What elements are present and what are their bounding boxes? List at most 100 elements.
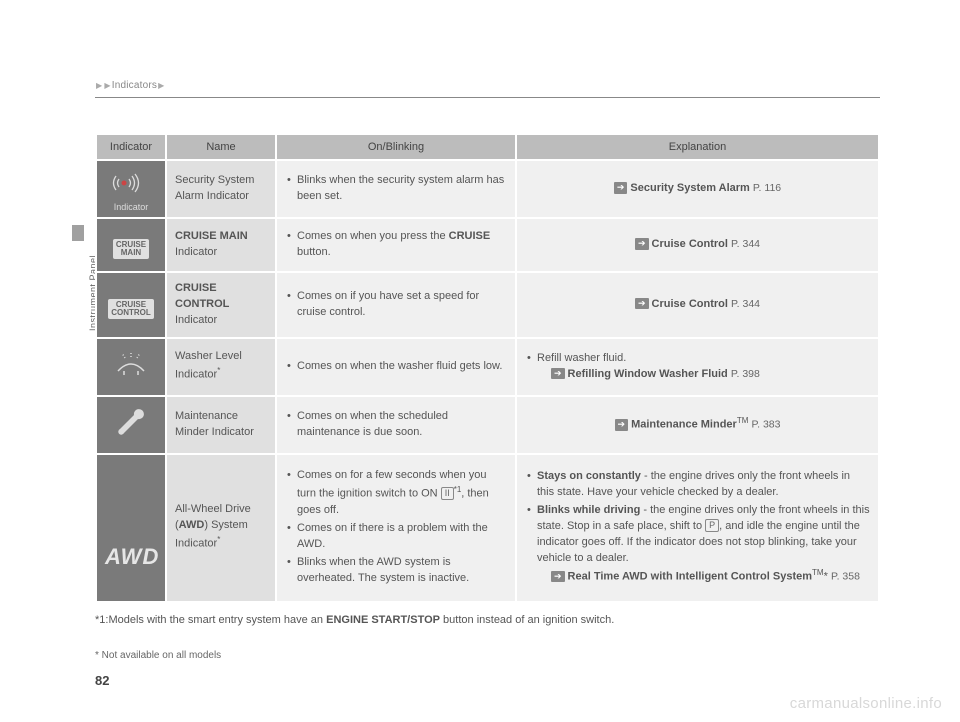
breadcrumb-text: Indicators xyxy=(112,80,157,91)
on-item: Blinks when the security system alarm ha… xyxy=(285,173,507,205)
explanation-cell: ➔Cruise Control P. 344 xyxy=(516,218,879,272)
ref-page: P. 358 xyxy=(831,571,860,583)
cruise-badge-line: CONTROL xyxy=(111,308,151,317)
footnote-text: button instead of an ignition switch. xyxy=(440,614,614,626)
indicator-name: CRUISE CONTROL Indicator xyxy=(166,272,276,338)
ref-page: P. 398 xyxy=(731,368,760,380)
tm-mark: TM xyxy=(812,568,824,577)
ref-arrow-icon: ➔ xyxy=(551,571,565,583)
footnote-bold: ENGINE START/STOP xyxy=(326,614,440,626)
exp-item: Refill washer fluid. ➔Refilling Window W… xyxy=(525,351,870,383)
on-blinking-cell: Comes on when the scheduled maintenance … xyxy=(276,396,516,454)
th-indicator: Indicator xyxy=(96,134,166,160)
footnote-star: * xyxy=(217,535,220,544)
on-blinking-cell: Blinks when the security system alarm ha… xyxy=(276,160,516,218)
indicator-icon-cell xyxy=(96,396,166,454)
indicators-table: Indicator Name On/Blinking Explanation xyxy=(95,133,880,603)
on-item: Comes on for a few seconds when you turn… xyxy=(285,468,507,518)
wrench-icon xyxy=(106,405,156,439)
on-bold: CRUISE xyxy=(449,230,491,242)
exp-bold: Blinks while driving xyxy=(537,504,640,516)
tm-mark: TM xyxy=(737,416,749,425)
name-bold: CRUISE CONTROL xyxy=(175,282,229,310)
table-row: Washer Level Indicator* Comes on when th… xyxy=(96,338,879,396)
ref-title: Security System Alarm xyxy=(630,182,749,194)
on-item: Comes on if you have set a speed for cru… xyxy=(285,289,507,321)
ref-arrow-icon: ➔ xyxy=(551,368,565,380)
indicator-name: Maintenance Minder Indicator xyxy=(166,396,276,454)
ref-title: Cruise Control xyxy=(652,298,728,310)
on-text: Comes on when you press the xyxy=(297,230,449,242)
name-bold: AWD xyxy=(179,519,205,531)
exp-text: Refill washer fluid. xyxy=(537,352,626,364)
table-row: Maintenance Minder Indicator Comes on wh… xyxy=(96,396,879,454)
on-blinking-cell: Comes on if you have set a speed for cru… xyxy=(276,272,516,338)
table-row: Indicator Security System Alarm Indicato… xyxy=(96,160,879,218)
explanation-cell: ➔Maintenance MinderTM P. 383 xyxy=(516,396,879,454)
ref-page: P. 344 xyxy=(731,238,760,250)
ref-star: * xyxy=(824,571,828,583)
indicator-icon-cell: CRUISE MAIN xyxy=(96,218,166,272)
header-rule xyxy=(95,97,880,98)
ref-title: Real Time AWD with Intelligent Control S… xyxy=(568,571,812,583)
breadcrumb: ▶▶Indicators▶ xyxy=(95,80,880,91)
th-name: Name xyxy=(166,134,276,160)
ref-arrow-icon: ➔ xyxy=(615,419,629,431)
on-blinking-cell: Comes on for a few seconds when you turn… xyxy=(276,454,516,602)
ref-title: Maintenance Minder xyxy=(631,419,737,431)
ref-arrow-icon: ➔ xyxy=(635,298,649,310)
indicator-icon-cell: Indicator xyxy=(96,160,166,218)
ref-title: Refilling Window Washer Fluid xyxy=(568,368,728,380)
indicator-name: All-Wheel Drive (AWD) System Indicator* xyxy=(166,454,276,602)
indicator-name: Security System Alarm Indicator xyxy=(166,160,276,218)
ref-title: Cruise Control xyxy=(652,238,728,250)
cruise-main-icon: CRUISE MAIN xyxy=(113,239,149,260)
watermark: carmanualsonline.info xyxy=(790,695,942,712)
explanation-cell: Refill washer fluid. ➔Refilling Window W… xyxy=(516,338,879,396)
indicator-name: CRUISE MAIN Indicator xyxy=(166,218,276,272)
name-text: Washer Level Indicator xyxy=(175,350,242,381)
breadcrumb-caret-icon: ▶ xyxy=(96,81,102,90)
on-item: Comes on when the scheduled maintenance … xyxy=(285,409,507,441)
exp-bold: Stays on constantly xyxy=(537,470,641,482)
security-alarm-icon xyxy=(106,169,156,203)
breadcrumb-caret-icon: ▶ xyxy=(158,81,164,90)
footnote-1: *1:Models with the smart entry system ha… xyxy=(95,613,880,628)
indicator-icon-cell: AWD xyxy=(96,454,166,602)
explanation-cell: ➔Security System Alarm P. 116 xyxy=(516,160,879,218)
footnote-text: *1:Models with the smart entry system ha… xyxy=(95,614,326,626)
on-item: Comes on when you press the CRUISE butto… xyxy=(285,229,507,261)
exp-item: Stays on constantly - the engine drives … xyxy=(525,469,870,501)
on-item: Comes on when the washer fluid gets low. xyxy=(285,359,507,375)
on-blinking-cell: Comes on when you press the CRUISE butto… xyxy=(276,218,516,272)
on-text: button. xyxy=(297,246,331,258)
on-item: Blinks when the AWD system is overheated… xyxy=(285,555,507,587)
table-row: CRUISE CONTROL CRUISE CONTROL Indicator … xyxy=(96,272,879,338)
cruise-badge-line: MAIN xyxy=(121,248,141,257)
explanation-cell: ➔Cruise Control P. 344 xyxy=(516,272,879,338)
key-p: P xyxy=(705,519,719,532)
ref-page: P. 383 xyxy=(751,419,780,431)
footnote-2: * Not available on all models xyxy=(95,650,880,661)
explanation-cell: Stays on constantly - the engine drives … xyxy=(516,454,879,602)
ref-page: P. 344 xyxy=(731,298,760,310)
key-ii: II xyxy=(441,487,454,500)
breadcrumb-caret-icon: ▶ xyxy=(104,81,110,90)
indicator-name: Washer Level Indicator* xyxy=(166,338,276,396)
indicator-caption: Indicator xyxy=(97,201,165,214)
cruise-control-icon: CRUISE CONTROL xyxy=(108,299,154,320)
name-rest: Indicator xyxy=(175,314,217,326)
name-rest: Indicator xyxy=(175,246,217,258)
page-number: 82 xyxy=(95,673,109,688)
th-on: On/Blinking xyxy=(276,134,516,160)
washer-level-icon xyxy=(106,347,156,381)
awd-icon: AWD xyxy=(105,483,159,573)
side-tab xyxy=(72,225,84,241)
indicator-icon-cell xyxy=(96,338,166,396)
on-blinking-cell: Comes on when the washer fluid gets low. xyxy=(276,338,516,396)
page-content: ▶▶Indicators▶ Indicator Name On/Blinking… xyxy=(95,80,880,661)
ref-arrow-icon: ➔ xyxy=(635,238,649,250)
footnote-star: * xyxy=(217,366,220,375)
th-explanation: Explanation xyxy=(516,134,879,160)
table-row: CRUISE MAIN CRUISE MAIN Indicator Comes … xyxy=(96,218,879,272)
